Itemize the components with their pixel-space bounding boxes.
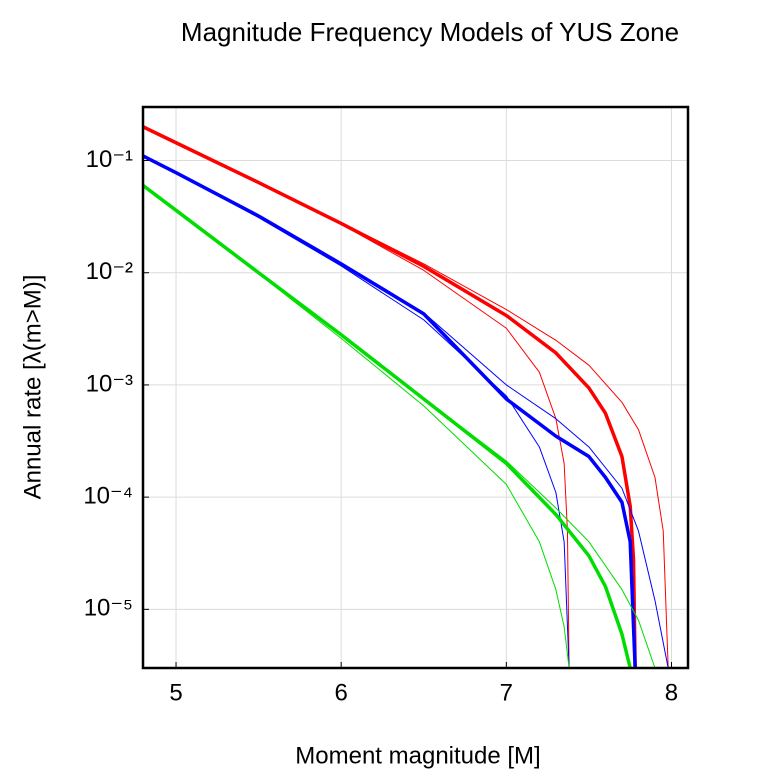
y-axis-label: Annual rate [λ(m>M)] [19,275,46,500]
x-tick-label: 6 [335,679,348,706]
x-axis-label: Moment magnitude [M] [295,742,540,769]
y-tick-label: 10⁻² [86,258,133,285]
series-line [143,185,570,668]
chart-title: Magnitude Frequency Models of YUS Zone [181,17,679,47]
y-tick-label: 10⁻³ [86,370,133,397]
x-tick-label: 7 [500,679,513,706]
grid [143,107,688,668]
series-line [143,184,632,668]
y-tick-label: 10⁻⁵ [84,595,133,622]
x-tick-label: 5 [169,679,182,706]
series-line [143,126,669,668]
y-tick-label: 10⁻¹ [86,146,133,173]
series-line [143,125,637,668]
y-tick-label: 10⁻⁴ [83,482,133,509]
plot-frame [141,105,690,670]
series-line [143,155,669,668]
plot-lines [143,125,669,668]
series-line [143,154,637,668]
x-tick-label: 8 [665,679,678,706]
series-line [143,185,656,668]
